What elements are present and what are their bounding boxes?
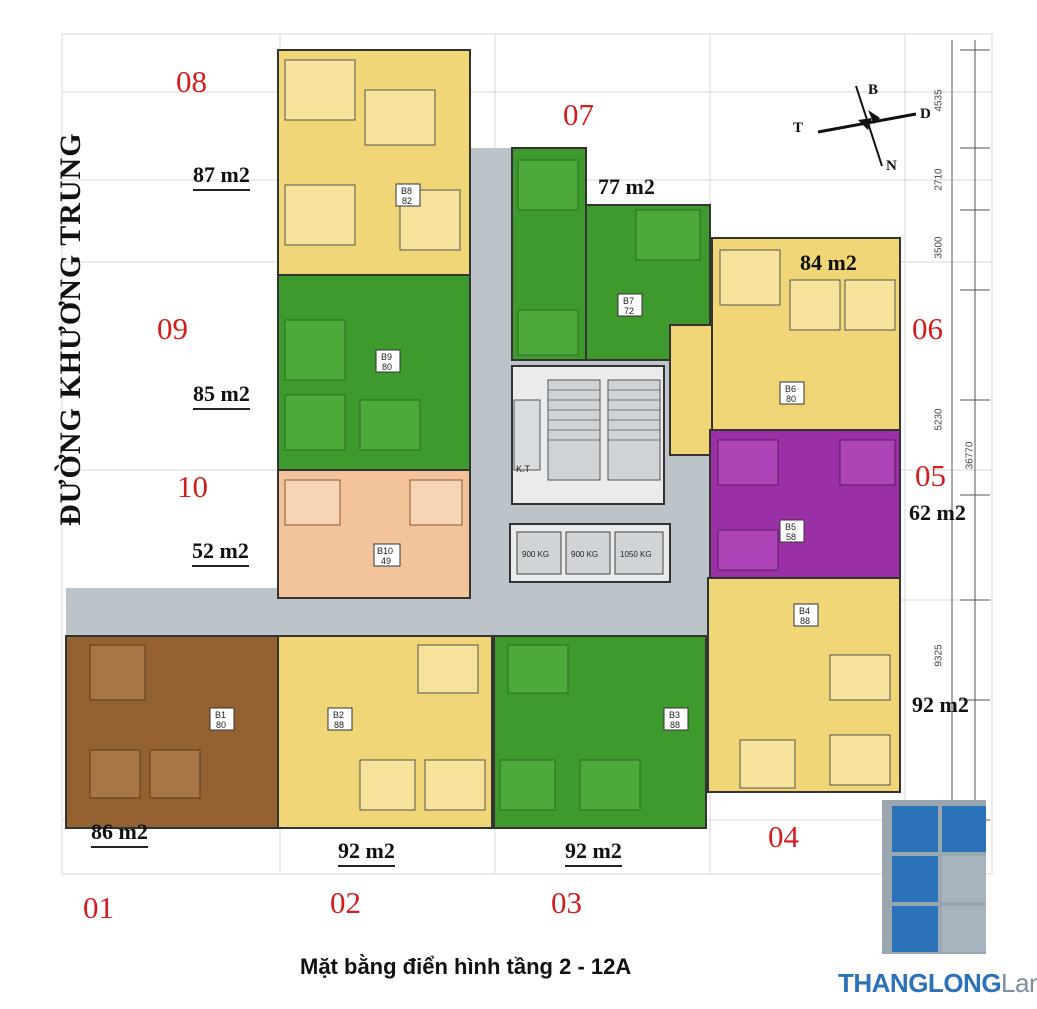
apartment-01-code-area: 80 xyxy=(216,720,226,730)
apartment-02-plan: B2 88 xyxy=(277,635,493,829)
apartment-09-number: 09 xyxy=(157,311,188,346)
kt-label: K.T xyxy=(516,464,531,474)
apartment-06-code-area: 80 xyxy=(786,394,796,404)
apartment-05-plan: B5 58 xyxy=(709,429,901,579)
apartment-04-number: 04 xyxy=(768,819,799,854)
apartment-10-area: 52 m2 xyxy=(192,538,249,567)
street-name: ĐƯỜNG KHƯƠNG TRUNG xyxy=(54,132,87,526)
plan-caption: Mặt bằng điển hình tầng 2 - 12A xyxy=(300,954,632,979)
apartment-09-plan: B9 80 xyxy=(277,274,471,471)
compass-east-label: D xyxy=(920,106,931,122)
logo-text-part1: THANGLONG xyxy=(838,968,1002,998)
apartment-08-number: 08 xyxy=(176,64,207,99)
apartment-09-code-area: 80 xyxy=(382,362,392,372)
apartment-01-area: 86 m2 xyxy=(91,819,148,848)
apartment-04-plan: B4 88 xyxy=(707,577,901,793)
elevator-3-capacity: 1050 KG xyxy=(620,550,652,559)
apartment-02-area: 92 m2 xyxy=(338,838,395,867)
apartment-04-code-area: 88 xyxy=(800,616,810,626)
apartment-07-area: 77 m2 xyxy=(598,174,655,199)
apartment-05-code: B5 xyxy=(785,522,796,532)
apartment-07-plan: B7 72 xyxy=(511,147,711,361)
apartment-06-code: B6 xyxy=(785,384,796,394)
apartment-06-area: 84 m2 xyxy=(800,250,857,275)
apartment-03-area: 92 m2 xyxy=(565,838,622,867)
apartment-08-code: B8 xyxy=(401,186,412,196)
apartment-01-code: B1 xyxy=(215,710,226,720)
compass-west-label: T xyxy=(793,120,804,136)
apartment-05-number: 05 xyxy=(915,458,946,493)
dimension-label: 5230 xyxy=(933,408,945,431)
apartment-07-code-area: 72 xyxy=(624,306,634,316)
apartment-09-area: 85 m2 xyxy=(193,381,250,410)
apartment-04-code: B4 xyxy=(799,606,810,616)
apartment-08-plan: B8 82 xyxy=(277,49,471,276)
dimension-label: 3500 xyxy=(933,236,945,259)
apartment-10-code: B10 xyxy=(377,546,393,556)
logo-text-part2: Land xyxy=(1001,968,1037,998)
apartment-06-number: 06 xyxy=(912,311,943,346)
apartment-02-number: 02 xyxy=(330,885,361,920)
dimension-label: 2710 xyxy=(933,168,945,191)
dimension-rail xyxy=(951,40,990,870)
apartment-08-area: 87 m2 xyxy=(193,162,250,191)
apartment-07-code: B7 xyxy=(623,296,634,306)
apartment-07-number: 07 xyxy=(563,97,594,132)
apartment-10-code-area: 49 xyxy=(381,556,391,566)
apartment-03-plan: B3 88 xyxy=(493,635,707,829)
elevator-1-capacity: 900 KG xyxy=(522,550,549,559)
thanglong-logo-text: THANGLONGLand xyxy=(838,968,1037,999)
apartment-10-plan: B10 49 xyxy=(277,469,471,599)
apartment-03-code: B3 xyxy=(669,710,680,720)
dimension-label: 4535 xyxy=(933,89,945,112)
apartment-05-area: 62 m2 xyxy=(909,500,966,525)
apartment-09-code: B9 xyxy=(381,352,392,362)
elevator-bank: 900 KG 900 KG 1050 KG xyxy=(509,523,671,583)
apartment-03-code-area: 88 xyxy=(670,720,680,730)
apartment-01-plan: B1 80 xyxy=(65,635,279,829)
compass-icon xyxy=(817,85,917,167)
dimension-label: 9325 xyxy=(933,644,945,667)
apartment-05-code-area: 58 xyxy=(786,532,796,542)
elevator-2-capacity: 900 KG xyxy=(571,550,598,559)
apartment-10-number: 10 xyxy=(177,469,208,504)
compass-north-label: B xyxy=(868,82,879,98)
apartment-02-code-area: 88 xyxy=(334,720,344,730)
apartment-02-code: B2 xyxy=(333,710,344,720)
apartment-06-plan: B6 80 xyxy=(669,237,901,456)
compass-south-label: N xyxy=(886,158,897,174)
apartment-04-area: 92 m2 xyxy=(912,692,969,717)
thanglong-logo-icon xyxy=(882,800,986,954)
stair-core: K.T xyxy=(511,365,665,505)
dimension-label: 36770 xyxy=(964,441,976,470)
apartment-01-number: 01 xyxy=(83,890,114,925)
apartment-08-code-area: 82 xyxy=(402,196,412,206)
apartment-03-number: 03 xyxy=(551,885,582,920)
